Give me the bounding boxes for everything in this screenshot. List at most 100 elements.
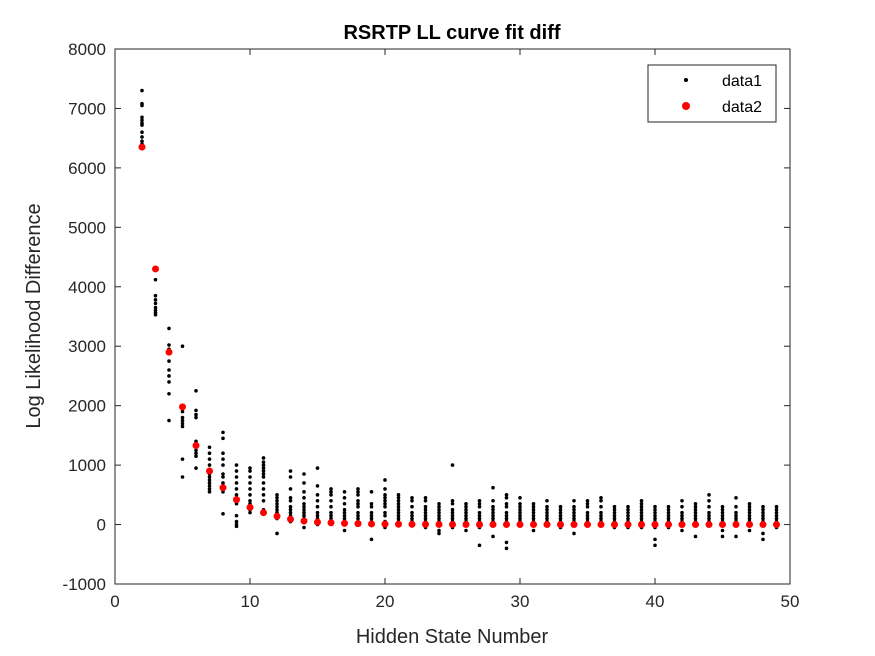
data-point-data1 xyxy=(464,510,468,515)
data-point-data1 xyxy=(221,436,225,441)
x-tick-label: 20 xyxy=(376,592,395,611)
data-point-data1 xyxy=(734,516,738,521)
data-point-data1 xyxy=(437,507,441,512)
data-point-data1 xyxy=(558,504,563,509)
data-point-data1 xyxy=(329,510,333,515)
data-point-data1 xyxy=(774,507,779,512)
data-point-data1 xyxy=(315,504,320,509)
data-point-data1 xyxy=(693,504,698,509)
legend-label-data2: data2 xyxy=(722,99,762,116)
data-point-data2 xyxy=(314,518,321,526)
data-point-data1 xyxy=(491,516,495,521)
data-point-data1 xyxy=(288,507,293,512)
data-point-data1 xyxy=(518,510,522,515)
data-point-data1 xyxy=(734,513,738,518)
data-point-data1 xyxy=(153,277,158,282)
data-point-data1 xyxy=(180,457,185,461)
data-point-data2 xyxy=(260,509,267,517)
data-point-data1 xyxy=(639,504,644,509)
data-point-data1 xyxy=(356,513,360,518)
data-point-data1 xyxy=(680,528,684,533)
data-point-data1 xyxy=(140,118,144,123)
data-point-data1 xyxy=(504,510,509,515)
data-point-data1 xyxy=(626,513,630,518)
data-point-data1 xyxy=(666,504,671,509)
data-point-data1 xyxy=(558,516,563,521)
data-point-data1 xyxy=(504,504,509,509)
data-point-data1 xyxy=(437,528,441,533)
data-point-data1 xyxy=(707,513,711,518)
data-point-data1 xyxy=(464,507,468,512)
data-point-data1 xyxy=(234,463,239,467)
data-point-data2 xyxy=(665,521,672,529)
data-point-data1 xyxy=(261,466,266,470)
data-point-data1 xyxy=(396,507,401,512)
data-point-data1 xyxy=(180,421,185,426)
data-point-data1 xyxy=(639,507,644,512)
data-point-data1 xyxy=(504,516,509,521)
data-point-data1 xyxy=(383,487,387,491)
data-point-data1 xyxy=(626,516,630,521)
data-point-data1 xyxy=(761,510,765,515)
data-point-data1 xyxy=(234,524,239,529)
data-point-data2 xyxy=(773,521,780,529)
data-point-data2 xyxy=(327,519,335,527)
data-point-data1 xyxy=(491,504,495,509)
data-point-data1 xyxy=(315,484,320,488)
data-point-data1 xyxy=(491,485,495,490)
data-point-data1 xyxy=(599,504,603,509)
data-point-data1 xyxy=(423,507,428,512)
data-point-data1 xyxy=(342,507,347,512)
data-point-data1 xyxy=(504,513,509,518)
data-point-data1 xyxy=(275,493,279,497)
data-point-data1 xyxy=(234,469,239,473)
data-point-data1 xyxy=(167,380,171,384)
data-point-data1 xyxy=(369,513,374,518)
data-point-data1 xyxy=(261,493,266,497)
data-point-data1 xyxy=(234,487,239,491)
data-point-data1 xyxy=(221,430,225,435)
data-point-data1 xyxy=(531,513,536,518)
x-tick-label: 30 xyxy=(511,592,530,611)
data-point-data1 xyxy=(545,510,549,515)
y-tick-label: 4000 xyxy=(68,278,106,297)
data-point-data1 xyxy=(707,504,711,509)
data-point-data1 xyxy=(639,513,644,518)
data-point-data1 xyxy=(410,510,414,515)
data-point-data1 xyxy=(261,475,266,479)
data-point-data1 xyxy=(234,481,239,485)
data-point-data1 xyxy=(396,498,401,503)
data-point-data1 xyxy=(207,475,212,479)
data-point-data1 xyxy=(437,513,441,518)
data-point-data1 xyxy=(234,493,239,497)
data-point-data1 xyxy=(572,516,576,521)
data-point-data1 xyxy=(221,512,225,516)
data-point-data1 xyxy=(140,135,144,139)
data-point-data1 xyxy=(707,493,711,497)
data-point-data1 xyxy=(180,344,185,349)
data-point-data1 xyxy=(342,516,347,521)
data-point-data1 xyxy=(356,501,360,506)
data-point-data2 xyxy=(273,512,281,520)
data-point-data1 xyxy=(302,513,306,518)
data-point-data1 xyxy=(207,487,212,491)
legend: data1 data2 xyxy=(647,64,777,123)
data-point-data1 xyxy=(734,496,738,500)
data-point-data1 xyxy=(545,516,549,521)
data-point-data1 xyxy=(369,501,374,506)
data-point-data1 xyxy=(261,481,266,485)
data-point-data1 xyxy=(599,510,603,515)
data-point-data1 xyxy=(153,298,158,302)
data-point-data1 xyxy=(545,498,549,503)
data-point-data1 xyxy=(477,516,482,521)
data-point-data1 xyxy=(356,487,360,491)
data-point-data1 xyxy=(140,103,144,108)
data-point-data1 xyxy=(288,469,293,473)
data-point-data1 xyxy=(410,516,414,521)
data-point-data1 xyxy=(275,496,279,500)
data-point-data2 xyxy=(192,441,200,449)
data-point-data1 xyxy=(396,513,401,518)
data-point-data1 xyxy=(248,498,252,503)
data-point-data1 xyxy=(153,312,158,317)
data-point-data1 xyxy=(585,498,590,503)
